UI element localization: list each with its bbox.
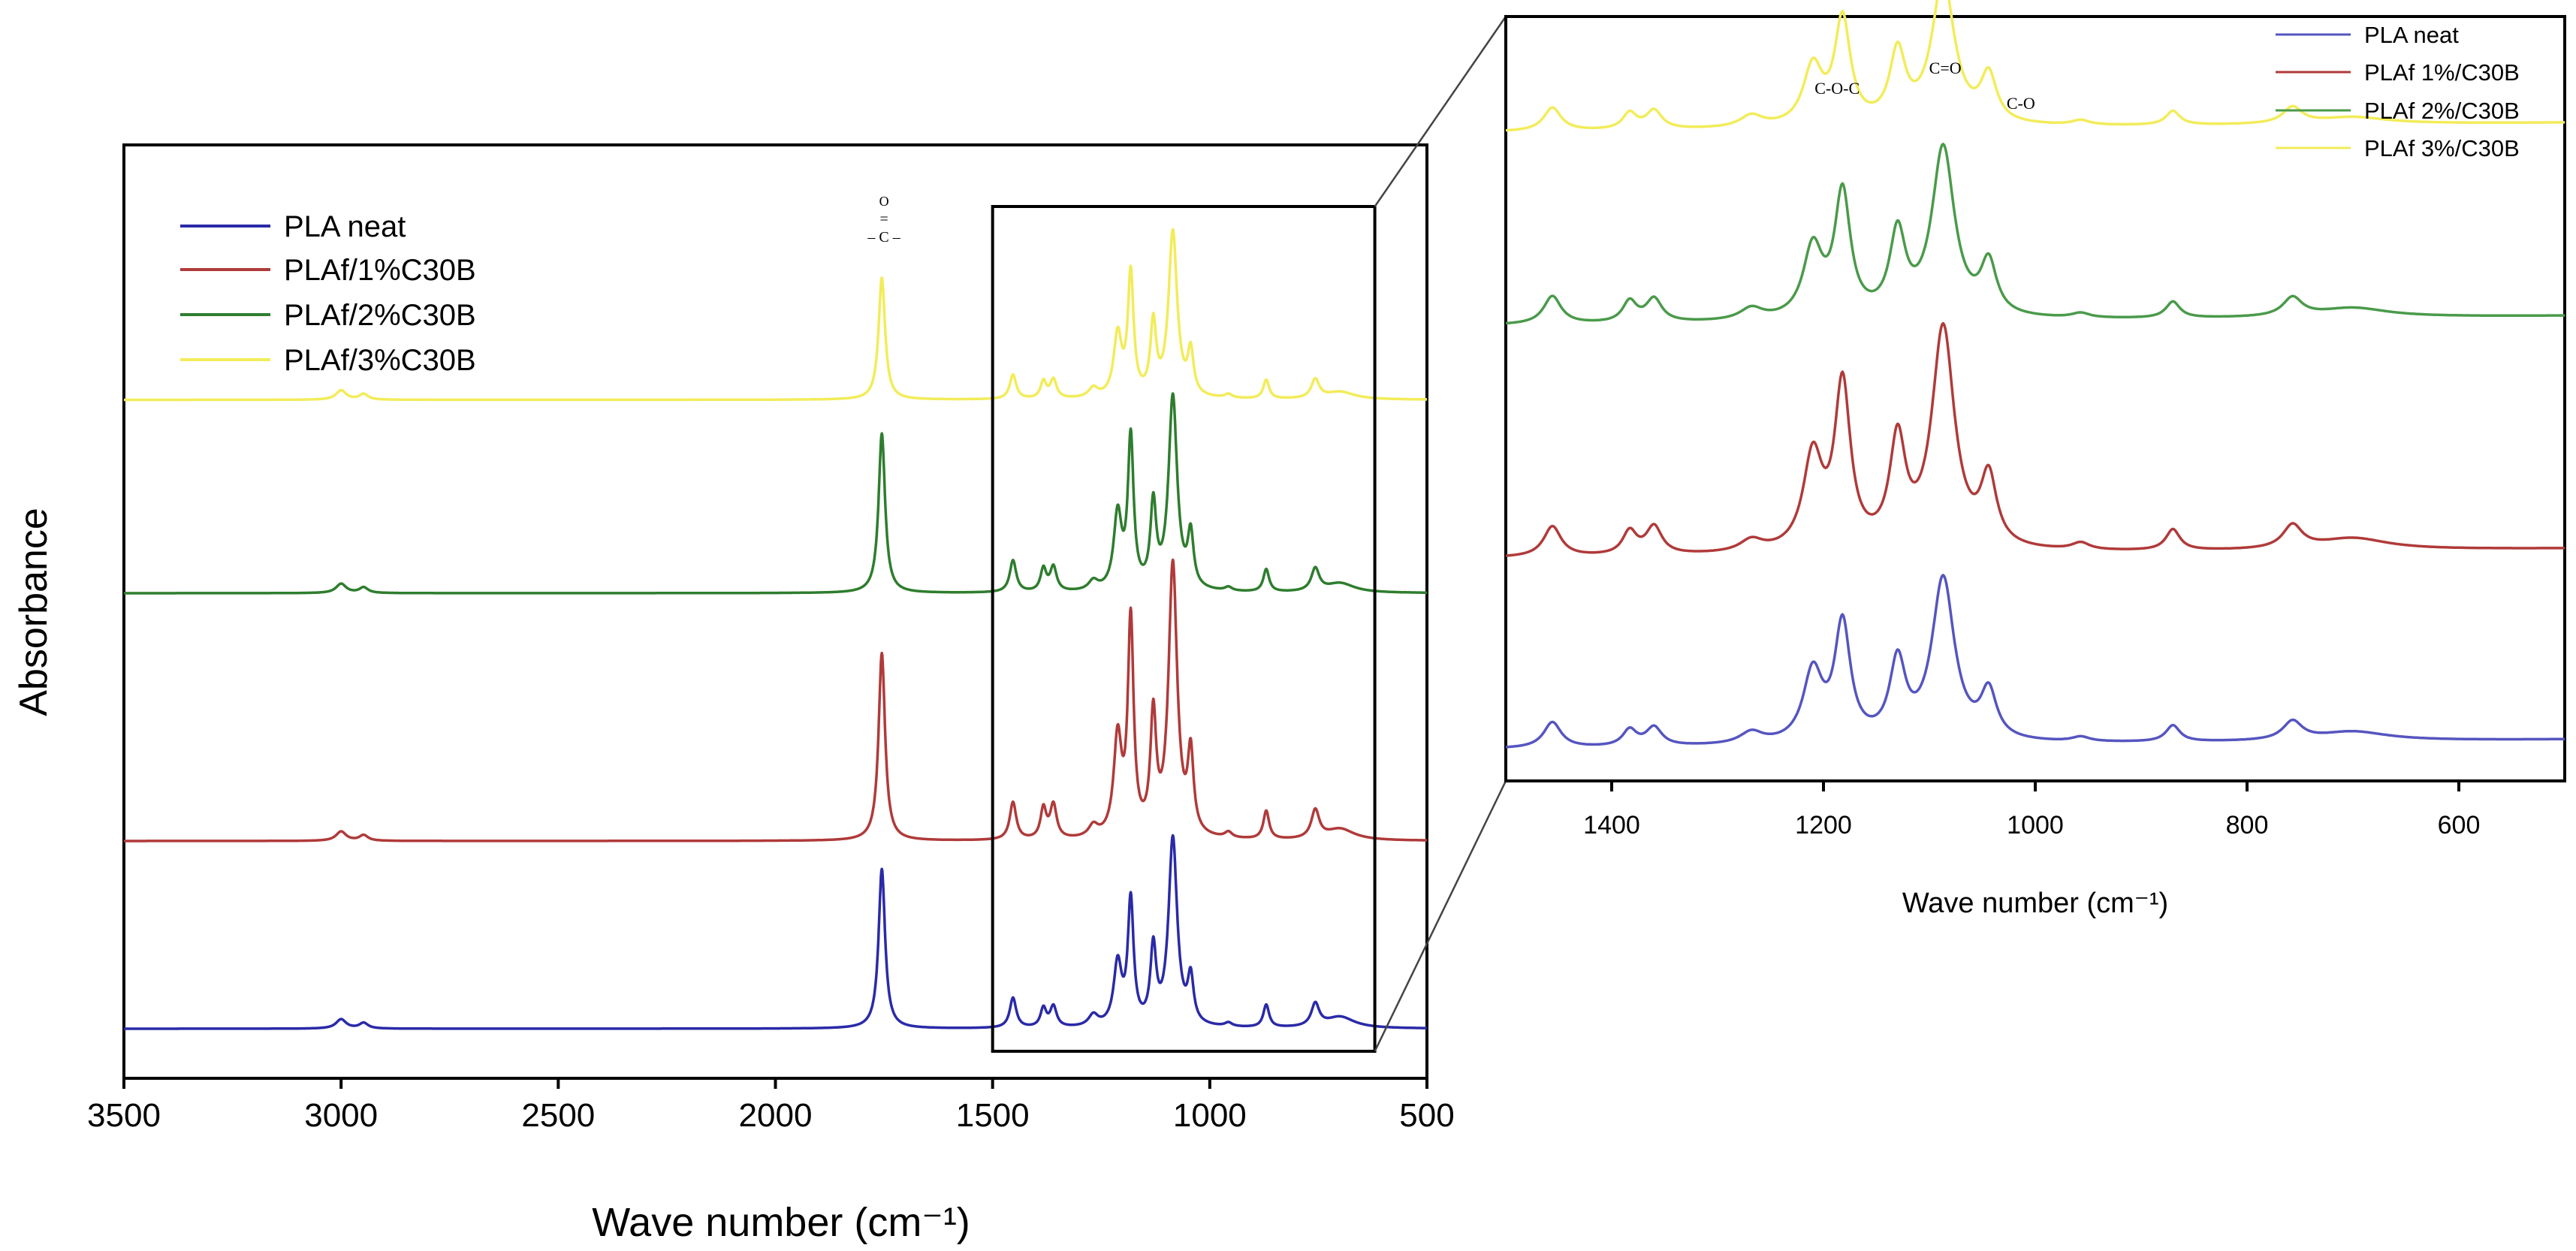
inset-series-line-1 <box>1505 321 2565 557</box>
main-tick-label-2000: 2000 <box>739 1097 813 1134</box>
main-series-line-0 <box>122 833 1428 1030</box>
main-legend: PLA neat PLAf/1%C30B PLAf/2%C30B PLAf/3%… <box>180 210 476 377</box>
main-y-axis-title: Absorbance <box>12 508 56 716</box>
main-series-line-1 <box>122 558 1428 843</box>
inset-series-line-3 <box>1505 0 2565 132</box>
inset-legend-label-plaf-3: PLAf 3%/C30B <box>2364 135 2520 161</box>
inset-series-group <box>1505 0 2565 749</box>
main-tick-label-2500: 2500 <box>521 1097 595 1134</box>
main-chart: 3500 3000 2500 2000 1500 1000 500 O = – C – PL… <box>12 143 1455 1245</box>
inset-tick-label-1400: 1400 <box>1583 811 1640 840</box>
carbonyl-carbon-label: – C – <box>867 229 900 246</box>
main-tick-label-3000: 3000 <box>304 1097 378 1134</box>
inset-tick-label-800: 800 <box>2226 811 2269 840</box>
zoom-connector-top <box>1374 16 1507 207</box>
main-tick-label-500: 500 <box>1399 1097 1454 1134</box>
legend-label-plaf-3: PLAf/3%C30B <box>284 344 476 377</box>
inset-tick-label-600: 600 <box>2438 811 2481 840</box>
main-series-line-2 <box>122 392 1428 595</box>
zoom-connector-bottom <box>1374 780 1507 1052</box>
annotation-c-double-o: C=O <box>1929 59 1962 77</box>
main-x-ticks: 3500 3000 2500 2000 1500 1000 500 <box>87 1078 1455 1134</box>
inset-tick-label-1200: 1200 <box>1795 811 1852 840</box>
inset-x-axis-title: Wave number (cm⁻¹) <box>1902 888 2168 919</box>
inset-series-line-0 <box>1505 574 2565 749</box>
annotation-c-o: C-O <box>2007 94 2035 113</box>
carbonyl-double-bond-label: = <box>879 211 888 228</box>
main-tick-label-1500: 1500 <box>956 1097 1030 1134</box>
inset-chart: 1400 1200 1000 800 600 C-O-C C=O C-O PLA nea… <box>1504 0 2566 919</box>
legend-label-plaf-2: PLAf/2%C30B <box>284 299 476 332</box>
legend-label-pla-neat: PLA neat <box>284 210 406 243</box>
main-series-line-3 <box>122 228 1428 402</box>
inset-legend-label-plaf-2: PLAf 2%/C30B <box>2364 98 2520 124</box>
main-series-group <box>122 228 1428 1030</box>
legend-label-plaf-1: PLAf/1%C30B <box>284 254 476 287</box>
inset-x-ticks: 1400 1200 1000 800 600 <box>1583 781 2480 840</box>
main-x-axis-title: Wave number (cm⁻¹) <box>592 1200 970 1245</box>
main-tick-label-3500: 3500 <box>87 1097 161 1134</box>
annotation-c-o-c: C-O-C <box>1814 79 1860 98</box>
inset-tick-label-1000: 1000 <box>2007 811 2064 840</box>
inset-legend-label-plaf-1: PLAf 1%/C30B <box>2364 59 2520 86</box>
inset-plot-frame <box>1504 15 2566 782</box>
zoom-region-box <box>991 205 1377 1053</box>
carbonyl-annotation: O = – C – <box>867 194 900 246</box>
main-tick-label-1000: 1000 <box>1173 1097 1247 1134</box>
inset-legend: PLA neat PLAf 1%/C30B PLAf 2%/C30B PLAf … <box>2276 22 2520 161</box>
carbonyl-oxygen-label: O <box>879 194 889 209</box>
inset-series-line-2 <box>1505 143 2565 325</box>
inset-legend-label-pla-neat: PLA neat <box>2364 22 2459 48</box>
